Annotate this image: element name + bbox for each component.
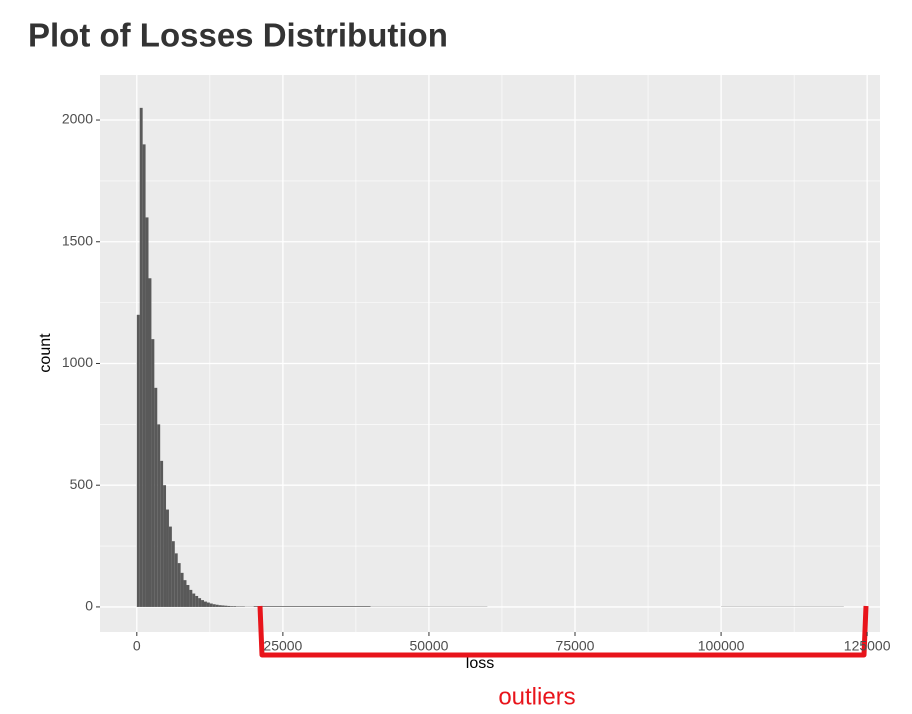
y-tick-label: 0 [85, 598, 93, 614]
bar [136, 314, 140, 607]
bar [209, 603, 213, 607]
bar [212, 604, 216, 607]
bar [233, 606, 237, 607]
chart-title: Plot of Losses Distribution [28, 17, 448, 54]
bar [230, 606, 234, 607]
bar [166, 509, 169, 607]
bar [227, 605, 231, 607]
annotation: outliers [498, 683, 575, 710]
x-axis-label: loss [466, 655, 494, 672]
bar [177, 563, 181, 607]
bar [142, 144, 146, 607]
outlier-bracket [257, 605, 869, 658]
bar [148, 278, 152, 607]
bar [168, 526, 172, 607]
bar [253, 606, 371, 607]
y-tick-label: 1500 [62, 232, 93, 248]
bar [224, 605, 228, 607]
x-tick-label: 0 [133, 638, 141, 654]
y-tick-label: 500 [70, 476, 94, 492]
bar [192, 593, 196, 607]
bar [151, 339, 155, 607]
x-tick-label: 100000 [698, 638, 745, 654]
bar [215, 604, 219, 607]
bar [206, 602, 210, 607]
bar [195, 595, 199, 607]
bar [204, 601, 207, 607]
y-axis-label: count [37, 333, 54, 373]
x-tick-label: 50000 [409, 638, 448, 654]
bar [154, 387, 158, 607]
bar [163, 485, 167, 607]
bar [145, 217, 149, 607]
bar [186, 585, 190, 607]
y-tick-label: 1000 [62, 354, 93, 370]
x-tick-label: 75000 [556, 638, 595, 654]
x-tick-label: 25000 [263, 638, 302, 654]
bar [180, 572, 184, 607]
bar [160, 460, 164, 607]
bar [189, 589, 193, 607]
bar [157, 424, 161, 607]
bar [139, 107, 143, 607]
bar [174, 553, 178, 607]
bar [171, 541, 175, 607]
bar [201, 600, 204, 607]
x-tick-label: 125000 [844, 638, 891, 654]
bar [218, 605, 222, 607]
bar [183, 580, 187, 607]
bar [221, 605, 225, 607]
bar [198, 598, 202, 607]
y-tick-label: 2000 [62, 111, 93, 127]
panel [100, 75, 880, 632]
